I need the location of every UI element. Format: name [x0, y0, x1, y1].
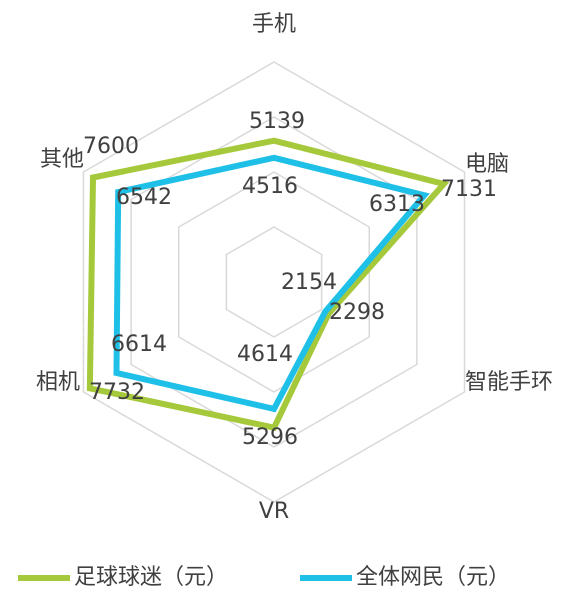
- data-label: 6542: [116, 185, 172, 210]
- data-label: 4516: [242, 174, 298, 199]
- series-line: [86, 137, 450, 432]
- axis-label: 其他: [40, 147, 84, 172]
- legend-label: 全体网民（元）: [356, 565, 510, 590]
- data-label: 2154: [281, 270, 337, 295]
- data-label: 2298: [329, 300, 385, 325]
- data-label: 6313: [369, 192, 425, 217]
- data-label: 7600: [83, 134, 139, 159]
- data-label: 5139: [249, 109, 305, 134]
- legend-label: 足球球迷（元）: [74, 565, 228, 590]
- axis-label: 相机: [36, 370, 80, 395]
- series-line: [113, 154, 430, 413]
- data-label: 7131: [441, 177, 497, 202]
- axis-label: 手机: [252, 12, 296, 37]
- data-label: 6614: [111, 332, 167, 357]
- data-label: 5296: [242, 425, 298, 450]
- axis-label: VR: [259, 499, 289, 524]
- grid-ring: [225, 226, 323, 338]
- axis-label: 智能手环: [465, 370, 553, 395]
- grid-ring: [82, 61, 466, 503]
- data-label: 4614: [237, 342, 293, 367]
- grid-ring: [177, 171, 371, 393]
- data-label: 7732: [89, 380, 145, 405]
- axis-label: 电脑: [465, 152, 509, 177]
